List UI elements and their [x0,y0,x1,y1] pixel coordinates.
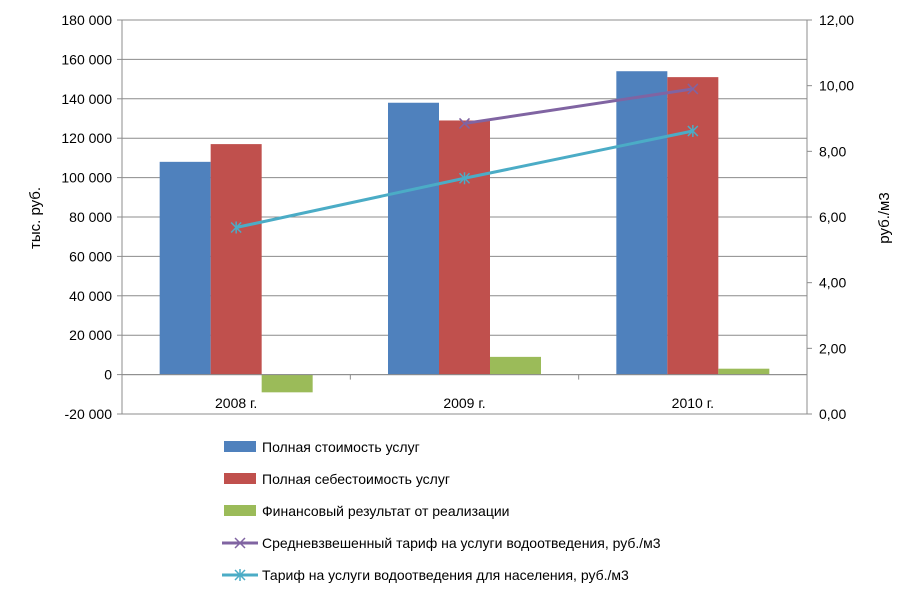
line-point [234,569,246,581]
bar [667,77,719,375]
left-tick-label: 40 000 [69,288,112,304]
line-point [230,221,242,234]
legend-label: Тариф на услуги водоотведения для населе… [262,567,629,583]
series-line [464,87,694,125]
legend-label: Полная себестоимость услуг [262,471,450,487]
left-tick-label: 60 000 [69,248,112,264]
left-tick-label: 160 000 [61,51,112,67]
legend-label: Полная стоимость услуг [262,439,420,455]
right-tick-label: 10,00 [819,78,854,94]
right-tick-label: 2,00 [819,340,846,356]
left-tick-label: 20 000 [69,327,112,343]
legend-swatch [224,441,256,452]
category-label: 2009 г. [443,395,485,411]
line-point [687,83,699,95]
bar [439,120,490,375]
legend-item: Полная стоимость услуг [224,439,420,455]
lines [230,83,699,234]
left-tick-label: 140 000 [61,91,112,107]
marker-stroke [687,83,699,95]
category-label: 2008 г. [215,395,257,411]
left-axis-title: тыс. руб. [27,187,44,249]
left-tick-label: 180 000 [61,12,112,28]
left-tick-label: 80 000 [69,209,112,225]
legend-item: Тариф на услуги водоотведения для населе… [222,567,629,583]
legend-label: Финансовый результат от реализации [262,503,509,519]
legend-swatch [224,473,256,484]
marker-stroke [234,537,246,549]
right-tick-label: 6,00 [819,209,846,225]
right-tick-label: 0,00 [819,406,846,422]
category-label: 2010 г. [672,395,714,411]
right-tick-label: 8,00 [819,143,846,159]
legend-item: Финансовый результат от реализации [224,503,509,519]
line-point [458,172,471,185]
marker-stroke [458,117,471,129]
category-labels: 2008 г. 2009 г. 2010 г. [215,395,714,411]
left-tick-label: -20 000 [65,406,113,422]
line-point [687,124,699,137]
left-tick-label: 0 [104,367,112,383]
left-tick-label: 100 000 [61,170,112,186]
legend-label: Средневзвешенный тариф на услуги водоотв… [262,535,661,551]
left-tick-label: 120 000 [61,130,112,146]
bar [490,356,541,375]
bar [718,368,770,375]
line-point [458,117,471,129]
legend-item: Полная себестоимость услуг [224,471,450,487]
bar [261,374,313,393]
line-point [234,537,246,549]
legend: Полная стоимость услуг Полная себестоимос… [222,439,661,583]
legend-item: Средневзвешенный тариф на услуги водоотв… [222,535,661,551]
right-tick-label: 4,00 [819,275,846,291]
bars [159,71,770,393]
legend-swatch [224,505,256,516]
right-axis-title: руб./м3 [876,192,893,243]
bar [210,144,262,375]
right-axis-ticks: 0,00 2,00 4,00 6,00 8,00 10,00 12,00 [807,12,854,422]
left-axis-ticks: -20 000 0 20 000 40 000 60 000 80 000 100 000 1… [61,12,122,422]
bar [159,161,211,375]
bar [388,102,439,375]
bar [616,71,668,375]
right-tick-label: 12,00 [819,12,854,28]
